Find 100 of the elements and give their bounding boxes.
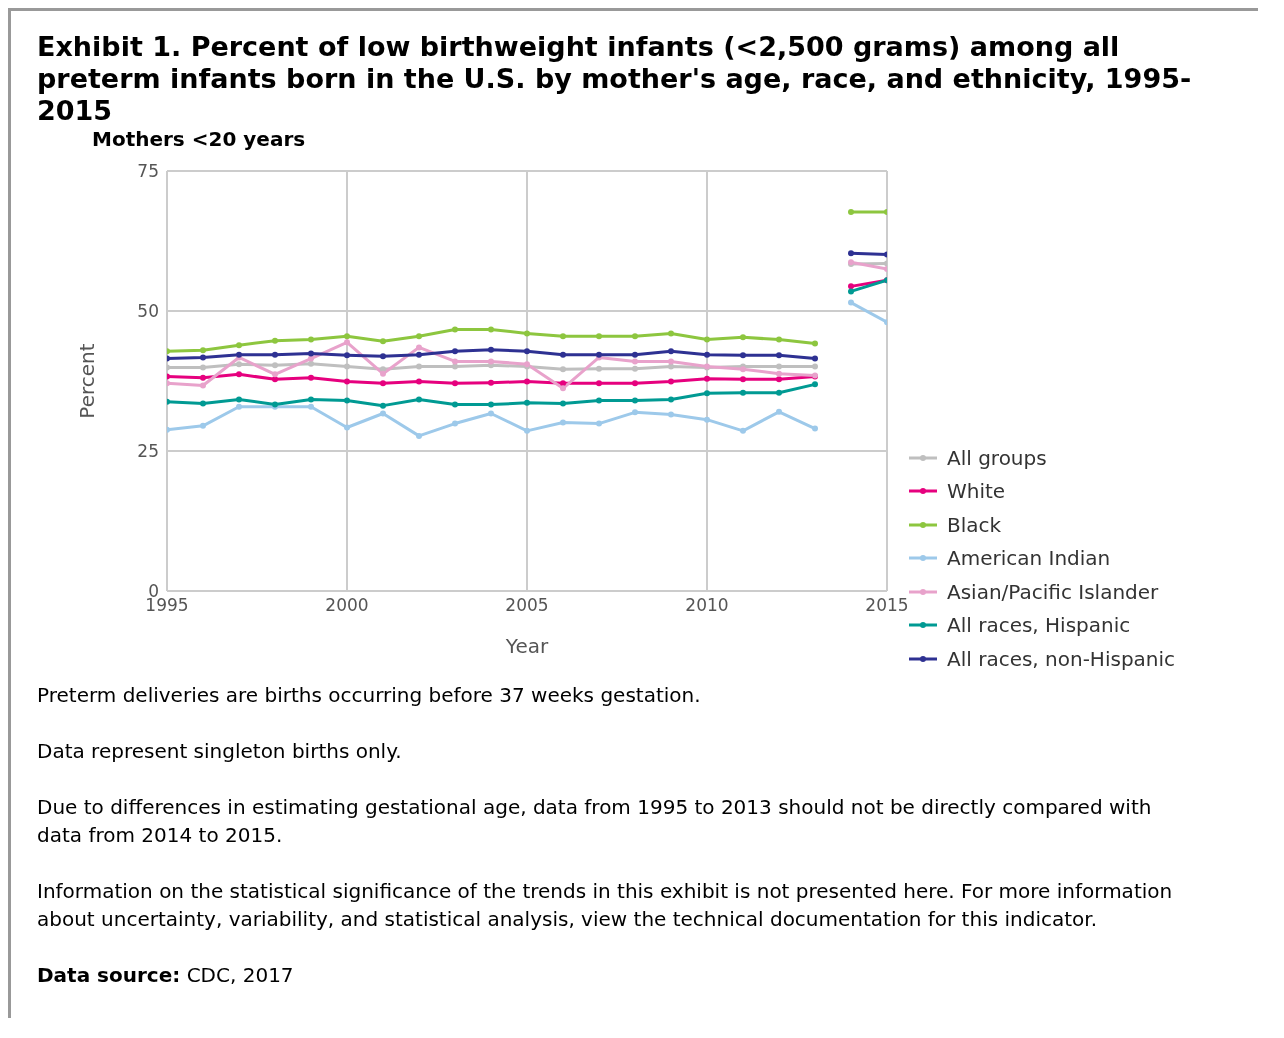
point <box>380 402 386 409</box>
text: Information on the statistical significance of the trends in this exhibit is not presented here. For more information about uncertainty, variability, and statistical analysis, view the technical documentation for this indicator. <box>37 878 1174 933</box>
point <box>344 378 350 385</box>
text: Preterm deliveries are births occurring before 37 weeks gestation. <box>37 682 702 709</box>
point <box>308 360 314 367</box>
point <box>848 299 854 306</box>
point <box>596 333 602 340</box>
point <box>524 330 530 337</box>
x-tick-label: 2005 <box>505 595 549 616</box>
point <box>560 419 566 426</box>
y-tick-label: 75 <box>137 161 159 182</box>
point <box>416 333 422 340</box>
point <box>668 330 674 337</box>
point <box>236 342 242 349</box>
point <box>200 374 206 381</box>
point <box>848 288 854 295</box>
legend-label: All groups <box>947 445 1047 470</box>
point <box>632 397 638 404</box>
point <box>272 362 278 369</box>
point <box>272 351 278 358</box>
point <box>236 361 242 368</box>
point <box>200 382 206 389</box>
point <box>704 416 710 423</box>
source-note: Data source: CDC, 2017 <box>37 962 295 989</box>
point <box>596 397 602 404</box>
point <box>200 422 206 429</box>
legend-label: Black <box>947 512 1002 537</box>
point <box>776 352 782 359</box>
point <box>452 326 458 333</box>
point <box>524 348 530 355</box>
point <box>848 283 854 290</box>
point <box>344 424 350 431</box>
y-tick-label: 50 <box>137 301 159 322</box>
point <box>380 410 386 417</box>
point <box>596 365 602 372</box>
point <box>596 420 602 427</box>
point <box>416 363 422 370</box>
point <box>380 338 386 345</box>
point <box>344 339 350 346</box>
point <box>740 389 746 396</box>
point <box>380 380 386 387</box>
point <box>488 346 494 353</box>
point <box>848 208 854 215</box>
point <box>560 385 566 392</box>
point <box>776 376 782 383</box>
point <box>272 337 278 344</box>
point <box>668 378 674 385</box>
point <box>200 364 206 371</box>
text: Due to differences in estimating gestational age, data from 1995 to 2013 should not be directly compared with data from 2014 to 2015. <box>37 794 1153 849</box>
point <box>632 380 638 387</box>
point <box>668 363 674 370</box>
point <box>812 363 818 370</box>
x-axis-title: Year <box>504 634 549 658</box>
point <box>380 353 386 360</box>
point <box>776 336 782 343</box>
point <box>740 427 746 434</box>
point <box>416 432 422 439</box>
x-tick-label: 2015 <box>865 595 909 616</box>
point <box>200 400 206 407</box>
point <box>812 340 818 347</box>
y-axis-title: Percent <box>75 343 100 419</box>
point <box>560 351 566 358</box>
point <box>812 381 818 388</box>
point <box>668 411 674 418</box>
x-tick-label: 2010 <box>685 595 729 616</box>
point <box>236 403 242 410</box>
point <box>704 351 710 358</box>
point <box>632 409 638 416</box>
point <box>704 375 710 382</box>
x-tick-label: 2000 <box>325 595 369 616</box>
point <box>524 427 530 434</box>
legend-label: Asian/Pacific Islander <box>947 579 1159 604</box>
point <box>812 425 818 432</box>
point <box>200 354 206 361</box>
point <box>632 351 638 358</box>
point <box>272 376 278 383</box>
point <box>740 352 746 359</box>
point <box>452 420 458 427</box>
point <box>632 358 638 365</box>
point <box>524 378 530 385</box>
point <box>452 363 458 370</box>
point <box>488 401 494 408</box>
point <box>452 348 458 355</box>
point <box>416 351 422 358</box>
point <box>236 371 242 378</box>
point <box>344 352 350 359</box>
legend-label: All races, non-Hispanic <box>947 646 1176 671</box>
point <box>704 390 710 397</box>
point <box>632 365 638 372</box>
point <box>488 326 494 333</box>
point <box>236 396 242 403</box>
point <box>776 408 782 415</box>
point <box>560 380 566 387</box>
point <box>668 348 674 355</box>
point <box>308 403 314 410</box>
point <box>776 370 782 377</box>
point <box>308 350 314 357</box>
legend-label: All races, Hispanic <box>947 613 1131 638</box>
point <box>776 389 782 396</box>
point <box>668 358 674 365</box>
